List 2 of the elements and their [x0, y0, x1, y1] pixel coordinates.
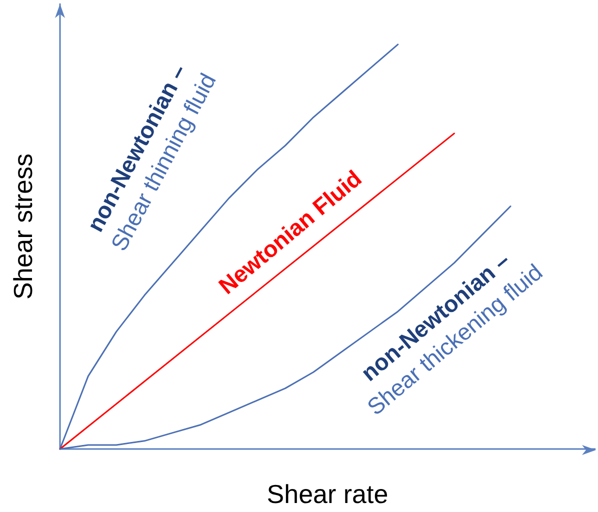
x-axis-title: Shear rate	[266, 479, 388, 509]
y-axis-title: Shear stress	[8, 154, 38, 300]
